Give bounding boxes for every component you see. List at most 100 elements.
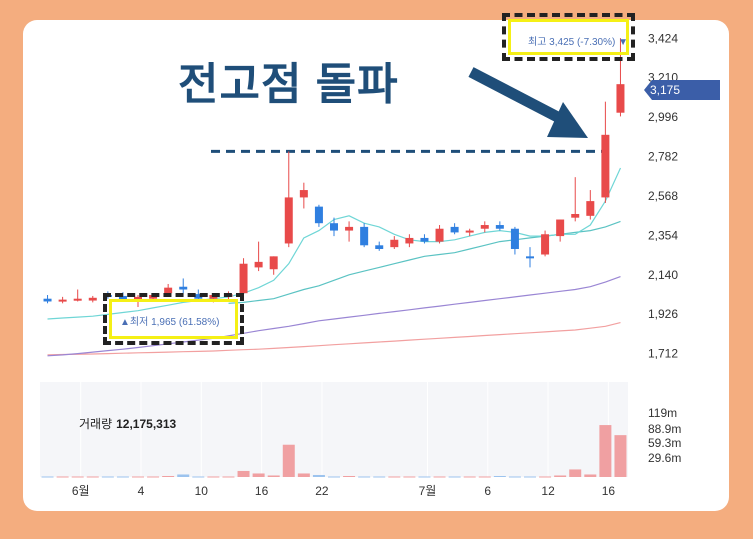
volume-plot-area <box>40 382 628 477</box>
arrow-shaft <box>468 67 574 129</box>
volume-bar <box>403 476 416 478</box>
volume-bar <box>132 476 144 478</box>
candle-body <box>58 299 67 302</box>
candle-body <box>375 245 384 249</box>
chart-panel: 3,424 3,210 2,996 2,782 2,568 2,354 2,140 1,926… <box>23 20 729 511</box>
volume-bar <box>116 476 129 478</box>
candle-body <box>526 256 534 259</box>
volume-bar <box>358 476 371 478</box>
candle-body <box>118 295 127 300</box>
candle-body <box>73 298 82 301</box>
volume-bar <box>388 476 401 478</box>
candle-body <box>254 261 263 268</box>
volume-bar <box>267 475 280 477</box>
current-price-tag: 3,175 <box>644 80 720 100</box>
candle-body <box>239 263 248 294</box>
candle-body <box>330 223 338 231</box>
candle-body <box>405 237 414 244</box>
volume-bar <box>312 474 325 477</box>
volume-bar <box>448 476 461 478</box>
candle-body <box>420 237 429 242</box>
price-tick-label: 2,140 <box>648 268 678 282</box>
candle-body <box>601 134 610 198</box>
volume-bar <box>282 444 295 477</box>
headline: 전고점 돌파 <box>178 60 399 109</box>
x-tick-label: 12 <box>541 484 555 498</box>
price-tick-label: 2,568 <box>648 189 678 203</box>
volume-bar <box>237 470 250 477</box>
volume-bar <box>147 476 160 478</box>
volume-bar <box>614 435 627 477</box>
candle-body <box>345 226 354 231</box>
price-tick-label: 2,354 <box>648 228 678 242</box>
volume-bar <box>418 476 431 478</box>
volume-bar <box>222 476 235 478</box>
volume-bar <box>524 476 536 478</box>
candle-body <box>88 297 97 301</box>
candle-body <box>616 84 625 113</box>
arrow-head <box>547 102 588 138</box>
x-tick-label: 16 <box>602 484 616 498</box>
x-tick-label: 22 <box>315 484 329 498</box>
candle-body <box>164 287 173 294</box>
volume-bar <box>554 475 567 477</box>
volume-bar <box>297 473 310 477</box>
volume-tick-label: 59.3m <box>648 436 681 450</box>
volume-bar <box>328 476 340 478</box>
candle-body <box>43 298 52 302</box>
volume-bar <box>192 476 205 478</box>
candle-body <box>390 239 399 248</box>
candle-body <box>269 256 278 270</box>
candle-body <box>299 190 308 198</box>
volume-bar <box>162 475 175 477</box>
volume-bar <box>101 476 114 478</box>
volume-tick-label: 88.9m <box>648 422 681 436</box>
x-tick-label: 6 <box>484 484 491 498</box>
candle-body <box>586 201 595 216</box>
volume-bar <box>343 475 356 477</box>
candle-body <box>450 226 459 233</box>
volume-bar <box>433 476 446 478</box>
volume-bar <box>463 476 476 478</box>
ma60-line <box>47 276 621 357</box>
volume-bar <box>177 474 190 477</box>
candle-body <box>360 226 369 246</box>
x-tick-label: 7월 <box>419 484 437 498</box>
high-highlight-box <box>502 13 635 61</box>
volume-tick-label: 29.6m <box>648 451 681 465</box>
volume-tick-label: 119m <box>648 406 677 420</box>
volume-bar <box>252 473 265 477</box>
volume-bar <box>373 476 386 478</box>
candle-body <box>435 228 444 242</box>
candle-body <box>284 197 293 244</box>
stock-chart: 3,4243,2102,9962,7822,5682,3542,1401,926… <box>40 28 681 498</box>
x-tick-label: 6월 <box>72 484 90 498</box>
volume-bar <box>207 476 220 478</box>
volume-label: 거래량 12,175,313 <box>79 417 177 431</box>
x-tick-label: 10 <box>195 484 209 498</box>
candle-body <box>179 286 188 290</box>
candle-body <box>495 225 504 229</box>
low-highlight-box <box>103 293 244 345</box>
volume-bar <box>41 476 54 478</box>
volume-bar <box>599 425 612 477</box>
candle-body <box>465 230 474 233</box>
candle-body <box>571 213 580 218</box>
volume-bar <box>56 476 69 478</box>
volume-bar <box>478 476 491 478</box>
candle-body <box>510 228 519 249</box>
candle-body <box>541 234 550 255</box>
candle-body <box>314 206 323 224</box>
volume-bar <box>569 469 582 477</box>
price-tick-label: 2,782 <box>648 150 678 164</box>
high-price-label: 최고 3,425 (-7.30%) ▼ <box>528 37 629 48</box>
volume-value: 12,175,313 <box>116 417 177 431</box>
candle-body <box>480 225 489 229</box>
price-plot-area <box>40 28 628 365</box>
volume-bar <box>539 476 552 478</box>
volume-bar <box>584 474 597 477</box>
price-tick-label: 1,712 <box>648 347 678 361</box>
volume-bar <box>86 476 99 478</box>
volume-bar <box>493 475 506 477</box>
candle-body <box>556 219 565 237</box>
